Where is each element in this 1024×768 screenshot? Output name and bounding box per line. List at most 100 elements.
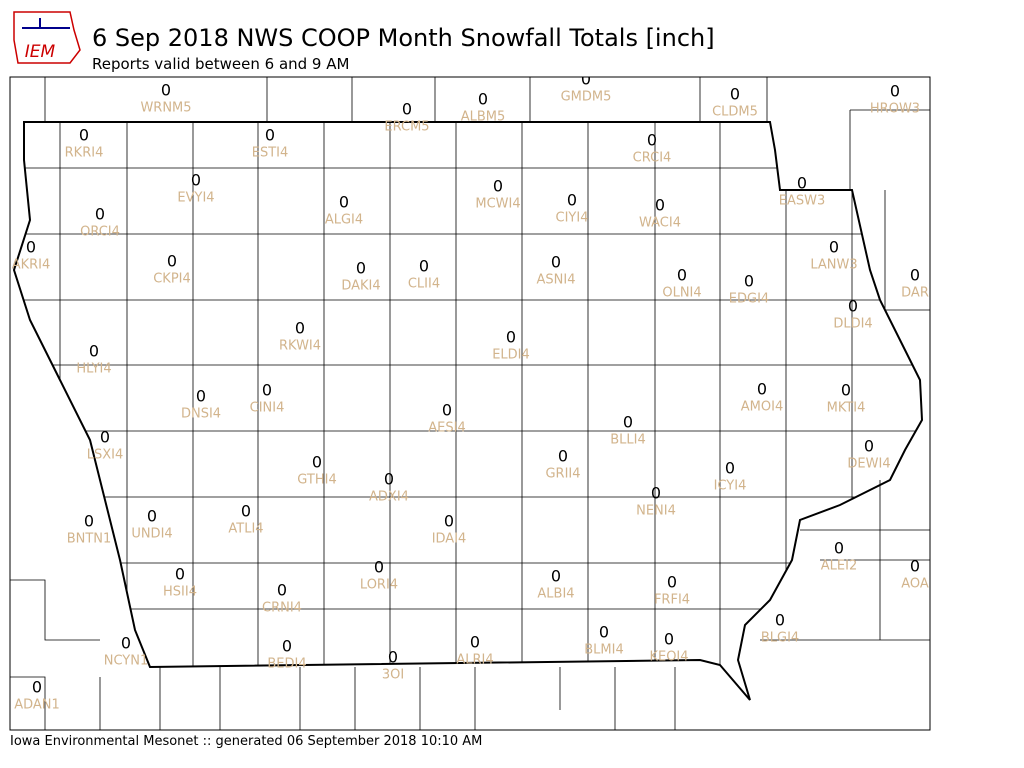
station-id: LANW3: [810, 258, 857, 273]
footer: Iowa Environmental Mesonet :: generated …: [10, 734, 482, 749]
station-value: 0: [312, 453, 322, 472]
station-id: DAKI4: [341, 279, 380, 294]
station-id: ORCI4: [80, 225, 120, 240]
station-value: 0: [725, 459, 735, 478]
station-value: 0: [32, 678, 42, 697]
station-value: 0: [84, 512, 94, 531]
station-value: 0: [493, 177, 503, 196]
station-id: BNTN1: [67, 532, 112, 547]
station-value: 0: [551, 253, 561, 272]
station-id: KEOI4: [649, 650, 688, 665]
station-value: 0: [834, 539, 844, 558]
station-value: 0: [829, 238, 839, 257]
station-id: ALGI4: [325, 213, 363, 228]
station-id: DAR: [901, 286, 929, 301]
station-value: 0: [470, 633, 480, 652]
station-id: WACI4: [639, 216, 681, 231]
station-id: GRII4: [545, 467, 580, 482]
station-id: ADAN1: [14, 698, 60, 713]
station-value: 0: [161, 81, 171, 100]
station-id: CLDM5: [712, 105, 758, 120]
station-id: LORI4: [360, 578, 398, 593]
station-id: CLII4: [408, 277, 440, 292]
station-id: HLYI4: [76, 362, 111, 377]
station-id: AOA: [901, 577, 929, 592]
station-id: ALBM5: [461, 110, 506, 125]
logo-text: IEM: [25, 42, 56, 62]
station-id: FRFI4: [654, 593, 690, 608]
station-id: BEDI4: [267, 657, 306, 672]
station-id: WRNM5: [140, 101, 191, 116]
neighbor-lines: [10, 77, 930, 730]
stations: 0WRNM50GMDM50ERCM50ALBM50CLDM50HROW30RKR…: [12, 77, 929, 713]
station-id: CKPI4: [153, 272, 191, 287]
station-id: BLLI4: [610, 433, 646, 448]
station-value: 0: [910, 557, 920, 576]
station-id: BLMI4: [584, 643, 623, 658]
title: 6 Sep 2018 NWS COOP Month Snowfall Total…: [92, 24, 715, 52]
station-id: MCWI4: [475, 197, 520, 212]
county-lines: [14, 122, 922, 667]
station-id: ATLI4: [228, 522, 263, 537]
station-id: ALBI4: [537, 587, 574, 602]
map-frame: [9, 76, 931, 731]
station-value: 0: [890, 82, 900, 101]
station-value: 0: [147, 507, 157, 526]
station-value: 0: [241, 502, 251, 521]
station-value: 0: [26, 238, 36, 257]
station-id: RKWI4: [279, 339, 321, 354]
station-id: EASW3: [779, 194, 825, 209]
station-id: BLGI4: [761, 631, 799, 646]
station-value: 0: [388, 648, 398, 667]
station-id: GTHI4: [297, 473, 336, 488]
station-id: GMDM5: [561, 90, 612, 105]
station-value: 0: [95, 205, 105, 224]
station-id: DEWI4: [847, 457, 890, 472]
station-id: CIYI4: [556, 211, 589, 226]
station-value: 0: [744, 272, 754, 291]
station-value: 0: [664, 630, 674, 649]
station-value: 0: [277, 581, 287, 600]
station-id: ADXI4: [369, 490, 409, 505]
station-value: 0: [775, 611, 785, 630]
station-value: 0: [100, 428, 110, 447]
station-value: 0: [506, 328, 516, 347]
station-value: 0: [797, 174, 807, 193]
station-id: CRNI4: [262, 601, 302, 616]
station-id: EVYI4: [177, 191, 214, 206]
station-value: 0: [442, 401, 452, 420]
station-value: 0: [295, 319, 305, 338]
station-id: NENI4: [636, 504, 676, 519]
station-value: 0: [89, 342, 99, 361]
logo: IEM: [13, 11, 81, 64]
station-value: 0: [79, 126, 89, 145]
station-value: 0: [384, 470, 394, 489]
station-value: 0: [757, 380, 767, 399]
station-value: 0: [191, 171, 201, 190]
station-value: 0: [667, 573, 677, 592]
station-id: AKRI4: [12, 258, 51, 273]
station-value: 0: [444, 512, 454, 531]
station-id: IDAI4: [432, 532, 467, 547]
station-id: ALRI4: [456, 653, 493, 668]
station-value: 0: [841, 381, 851, 400]
station-id: HSII4: [163, 585, 197, 600]
station-value: 0: [419, 257, 429, 276]
station-id: OLNI4: [662, 286, 701, 301]
station-value: 0: [655, 196, 665, 215]
station-id: ELDI4: [492, 348, 530, 363]
station-value: 0: [730, 85, 740, 104]
station-id: ASNI4: [537, 273, 576, 288]
station-value: 0: [478, 90, 488, 109]
station-value: 0: [647, 131, 657, 150]
station-id: ERCM5: [384, 120, 429, 135]
station-value: 0: [167, 252, 177, 271]
station-id: UNDI4: [131, 527, 172, 542]
station-value: 0: [262, 381, 272, 400]
station-value: 0: [339, 193, 349, 212]
station-value: 0: [265, 126, 275, 145]
station-id: NCYN1: [104, 654, 149, 669]
station-value: 0: [175, 565, 185, 584]
